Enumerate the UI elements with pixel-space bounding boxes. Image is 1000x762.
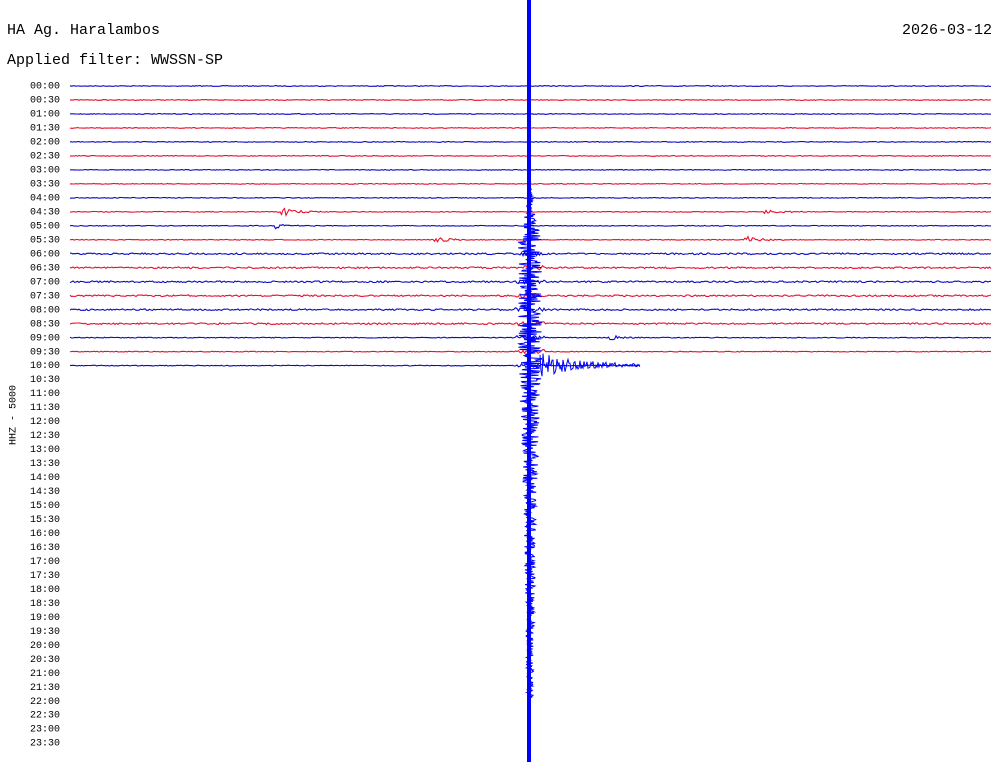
time-label: 02:00 (30, 138, 60, 149)
time-label: 21:00 (30, 669, 60, 680)
event-line (527, 0, 531, 762)
time-label: 22:00 (30, 697, 60, 708)
date: 2026-03-12 (902, 22, 992, 39)
time-label: 08:30 (30, 319, 60, 330)
time-label: 08:00 (30, 305, 60, 316)
time-label: 19:00 (30, 613, 60, 624)
time-label: 21:30 (30, 683, 60, 694)
time-label: 13:00 (30, 445, 60, 456)
time-label: 06:30 (30, 263, 60, 274)
time-label: 01:00 (30, 110, 60, 121)
time-label: 16:00 (30, 529, 60, 540)
time-label: 17:30 (30, 571, 60, 582)
event-coda (539, 353, 641, 377)
time-label: 15:30 (30, 515, 60, 526)
time-label: 20:00 (30, 641, 60, 652)
time-label: 05:30 (30, 235, 60, 246)
time-label: 11:30 (30, 403, 60, 414)
time-label: 10:30 (30, 375, 60, 386)
time-label: 00:30 (30, 96, 60, 107)
time-label: 14:30 (30, 487, 60, 498)
time-label: 07:00 (30, 277, 60, 288)
time-label: 15:00 (30, 501, 60, 512)
time-label: 11:00 (30, 389, 60, 400)
time-label: 18:30 (30, 599, 60, 610)
time-label: 09:30 (30, 347, 60, 358)
time-label: 19:30 (30, 627, 60, 638)
time-label: 10:00 (30, 361, 60, 372)
time-label: 04:30 (30, 207, 60, 218)
station-title: HA Ag. Haralambos (7, 22, 160, 39)
time-label: 12:30 (30, 431, 60, 442)
axis-label: HHZ - 5000 (9, 385, 20, 445)
time-label: 01:30 (30, 124, 60, 135)
time-label: 23:00 (30, 725, 60, 736)
time-label: 17:00 (30, 557, 60, 568)
time-label: 22:30 (30, 711, 60, 722)
time-label: 00:00 (30, 82, 60, 93)
time-label: 05:00 (30, 221, 60, 232)
time-label: 14:00 (30, 473, 60, 484)
filter-label: Applied filter: WWSSN-SP (7, 52, 223, 69)
time-label: 07:30 (30, 291, 60, 302)
time-label: 16:30 (30, 543, 60, 554)
time-label: 06:00 (30, 249, 60, 260)
time-label: 12:00 (30, 417, 60, 428)
time-label: 09:00 (30, 333, 60, 344)
time-label: 18:00 (30, 585, 60, 596)
time-label: 03:00 (30, 166, 60, 177)
time-label: 13:30 (30, 459, 60, 470)
time-label: 02:30 (30, 152, 60, 163)
time-label: 20:30 (30, 655, 60, 666)
time-label: 04:00 (30, 193, 60, 204)
time-label: 23:30 (30, 739, 60, 750)
time-label: 03:30 (30, 180, 60, 191)
